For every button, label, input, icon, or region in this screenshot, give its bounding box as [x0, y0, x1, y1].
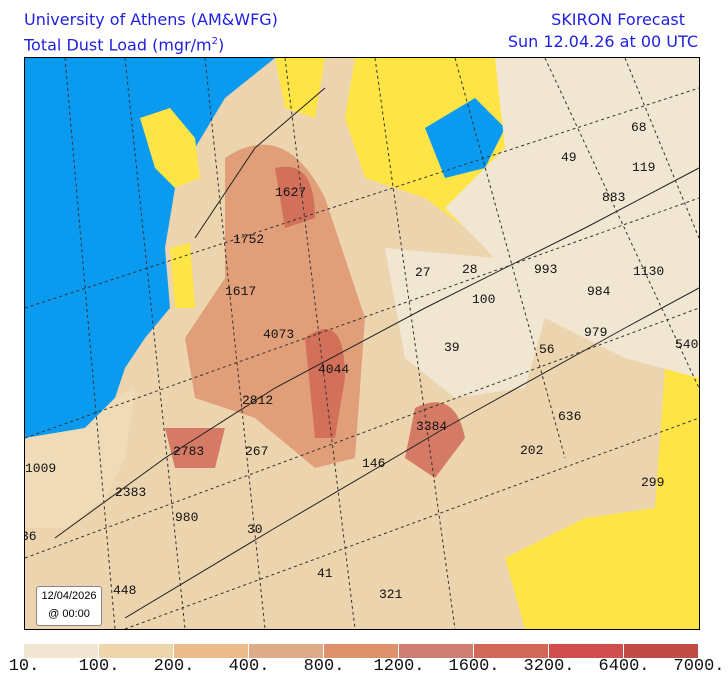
dust-value-label: 540 [675, 337, 698, 352]
legend-label: 200. [153, 657, 195, 676]
dust-value-label: 30 [247, 522, 263, 537]
tooltip-date: 12/04/2026 [41, 590, 97, 602]
iberia-coast [170, 243, 195, 308]
legend-label: 800. [303, 657, 345, 676]
legend-label: 400. [228, 657, 270, 676]
time-tooltip: 12/04/2026 @ 00:00 [36, 586, 102, 626]
dust-value-label: 28 [462, 262, 478, 277]
dust-value-label: 2783 [173, 444, 204, 459]
graticule [25, 58, 699, 629]
dust-value-label: 49 [561, 150, 577, 165]
dust-value-label: 267 [245, 444, 268, 459]
unit-exponent: 2 [211, 36, 218, 47]
atlantic-ocean [25, 58, 275, 438]
legend-label: 100. [78, 657, 120, 676]
legend-swatch [549, 644, 624, 658]
dust-value-label: 27 [415, 265, 431, 280]
dust-value-label: 119 [632, 160, 655, 175]
dust-value-label: 202 [520, 443, 543, 458]
legend-swatch [249, 644, 324, 658]
dust-value-label: 1752 [233, 232, 264, 247]
legend-swatch [24, 644, 99, 658]
dust-max [165, 166, 465, 479]
dust-value-label: 100 [472, 292, 495, 307]
legend-swatch [399, 644, 474, 658]
dust-value-label: 299 [641, 475, 664, 490]
dust-value-label: 993 [534, 262, 557, 277]
legend-swatch [174, 644, 249, 658]
dust-value-label: 2383 [115, 485, 146, 500]
legend-label: 1200. [373, 657, 425, 676]
legend-label: 7000. [673, 657, 725, 676]
model-title: SKIRON Forecast [551, 10, 685, 29]
dust-value-label: 636 [558, 409, 581, 424]
dust-map: 68 49 119 883 1627 1752 27 28 993 1130 1617 100 984 4… [24, 57, 700, 630]
dust-value-label: 39 [444, 340, 460, 355]
institution-title: University of Athens (AM&WFG) [24, 10, 278, 29]
black-sea [425, 98, 505, 178]
dust-value-label: 984 [587, 284, 611, 299]
legend-swatch [324, 644, 399, 658]
dust-value-label: 56 [539, 342, 555, 357]
dust-value-label: 4044 [318, 362, 349, 377]
east-low-dust [445, 58, 699, 378]
variable-name: Total Dust Load (mgr/m [24, 35, 212, 55]
legend-swatch [624, 644, 699, 658]
britain [140, 108, 200, 188]
dust-value-label: 4073 [263, 327, 294, 342]
dust-value-label: 448 [113, 583, 136, 598]
dust-value-label: 36 [24, 529, 37, 544]
dust-value-label: 980 [175, 510, 198, 525]
dust-value-label: 1130 [633, 264, 664, 279]
borders [54, 87, 699, 619]
variable-title: Total Dust Load (mgr/m2) [24, 31, 224, 56]
dust-value-label: 41 [317, 566, 333, 581]
dust-value-label: 68 [631, 120, 647, 135]
tooltip-time: @ 00:00 [48, 608, 90, 620]
dust-value-label: 321 [379, 587, 403, 602]
dust-value-label: 3384 [416, 419, 447, 434]
legend-swatch [99, 644, 174, 658]
color-legend [24, 644, 699, 658]
legend-label: 3200. [523, 657, 575, 676]
arabia-clear [505, 358, 699, 629]
dust-value-label: 2812 [242, 393, 273, 408]
ocean-dust [25, 388, 135, 528]
dust-value-label: 979 [584, 325, 607, 340]
central-low-dust [385, 248, 545, 398]
valid-time: Sun 12.04.26 at 00 UTC [507, 32, 698, 51]
dust-value-label: 1009 [25, 461, 56, 476]
dust-value-label: 1617 [225, 284, 256, 299]
legend-label: 6400. [598, 657, 650, 676]
legend-label: 10. [8, 657, 40, 676]
legend-swatch [474, 644, 549, 658]
legend-label: 1600. [448, 657, 500, 676]
dust-value-label: 883 [602, 190, 625, 205]
dust-value-label: 146 [362, 456, 385, 471]
dust-value-label: 1627 [275, 185, 306, 200]
variable-close: ) [218, 35, 225, 55]
